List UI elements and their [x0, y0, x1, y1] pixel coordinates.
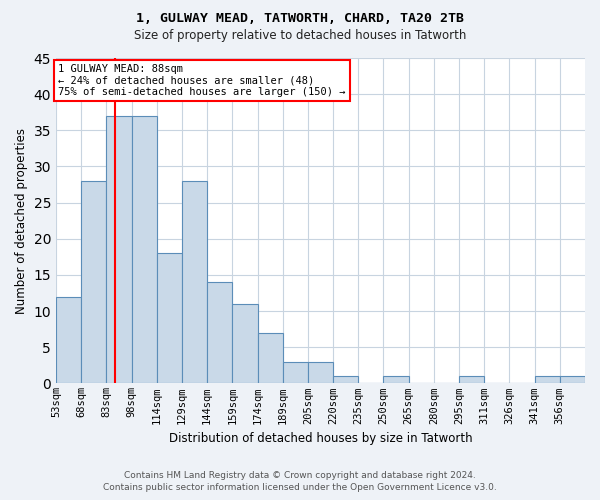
Text: Size of property relative to detached houses in Tatworth: Size of property relative to detached ho…: [134, 29, 466, 42]
Bar: [459, 376, 484, 384]
Bar: [81, 181, 106, 384]
Bar: [56, 296, 81, 384]
Text: 1, GULWAY MEAD, TATWORTH, CHARD, TA20 2TB: 1, GULWAY MEAD, TATWORTH, CHARD, TA20 2T…: [136, 12, 464, 26]
Bar: [157, 253, 182, 384]
Bar: [106, 116, 131, 384]
Y-axis label: Number of detached properties: Number of detached properties: [15, 128, 28, 314]
Bar: [182, 181, 207, 384]
Bar: [535, 376, 560, 384]
Bar: [560, 376, 585, 384]
Text: Contains HM Land Registry data © Crown copyright and database right 2024.
Contai: Contains HM Land Registry data © Crown c…: [103, 471, 497, 492]
Bar: [308, 362, 333, 384]
Bar: [333, 376, 358, 384]
Bar: [131, 116, 157, 384]
Bar: [383, 376, 409, 384]
Bar: [207, 282, 232, 384]
Bar: [257, 333, 283, 384]
X-axis label: Distribution of detached houses by size in Tatworth: Distribution of detached houses by size …: [169, 432, 472, 445]
Bar: [232, 304, 257, 384]
Bar: [283, 362, 308, 384]
Text: 1 GULWAY MEAD: 88sqm
← 24% of detached houses are smaller (48)
75% of semi-detac: 1 GULWAY MEAD: 88sqm ← 24% of detached h…: [58, 64, 346, 97]
